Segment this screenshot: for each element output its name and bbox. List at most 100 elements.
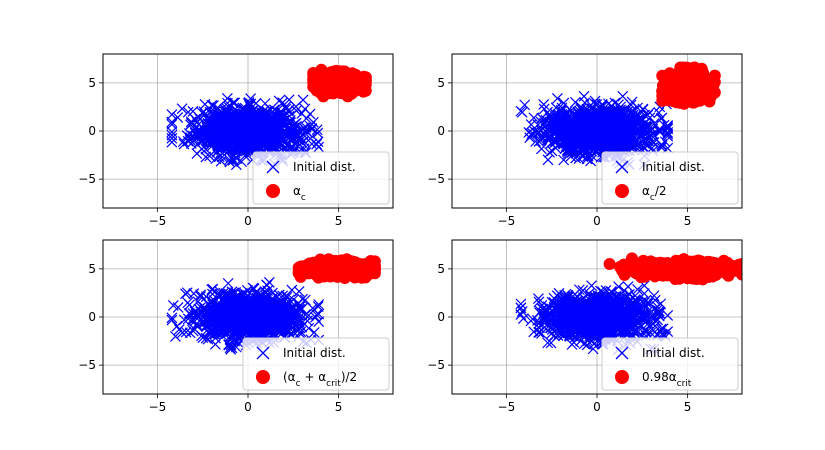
data-point bbox=[244, 121, 256, 133]
data-point bbox=[245, 299, 257, 311]
data-point bbox=[236, 304, 248, 316]
y-tick-label: −5 bbox=[427, 172, 445, 186]
data-point bbox=[627, 131, 638, 142]
data-point bbox=[176, 327, 188, 339]
data-point bbox=[608, 106, 620, 118]
data-point bbox=[230, 117, 241, 129]
data-point bbox=[303, 309, 315, 321]
data-point bbox=[528, 112, 540, 124]
data-point bbox=[206, 284, 218, 295]
legend: Initial dist.αc bbox=[252, 151, 390, 205]
data-point bbox=[582, 150, 594, 162]
data-point bbox=[290, 105, 302, 117]
data-point bbox=[307, 116, 319, 128]
x-tick-label: 5 bbox=[684, 214, 692, 228]
data-point bbox=[180, 288, 191, 300]
y-tick-label: 0 bbox=[88, 124, 96, 138]
data-point bbox=[564, 125, 575, 137]
plot-area bbox=[166, 253, 381, 355]
x-tick-label: −5 bbox=[149, 214, 167, 228]
legend: Initial dist.αc/2 bbox=[601, 151, 739, 205]
y-tick-label: 0 bbox=[437, 124, 445, 138]
data-point bbox=[654, 126, 665, 138]
data-point bbox=[247, 133, 259, 145]
data-point bbox=[262, 122, 274, 133]
data-point bbox=[166, 129, 178, 141]
data-point bbox=[602, 114, 614, 125]
data-point bbox=[171, 320, 183, 332]
data-point bbox=[206, 138, 218, 150]
data-point bbox=[274, 138, 286, 150]
data-point bbox=[233, 141, 245, 153]
data-point bbox=[297, 94, 309, 106]
data-point bbox=[166, 109, 178, 120]
data-point bbox=[304, 108, 316, 120]
data-point bbox=[166, 118, 178, 130]
data-point bbox=[210, 153, 222, 165]
data-point bbox=[221, 93, 233, 104]
data-point bbox=[542, 154, 554, 166]
data-point bbox=[530, 136, 542, 147]
data-point bbox=[285, 130, 297, 141]
data-point bbox=[240, 145, 252, 157]
data-point bbox=[219, 135, 231, 146]
series-initial-dist bbox=[166, 276, 325, 355]
data-point bbox=[245, 142, 257, 154]
data-point bbox=[218, 308, 230, 319]
data-point bbox=[573, 129, 585, 140]
data-point bbox=[606, 100, 617, 112]
data-point bbox=[207, 288, 218, 300]
data-point bbox=[218, 317, 230, 329]
data-point bbox=[205, 328, 217, 340]
data-point bbox=[599, 129, 611, 141]
x-tick-label: 5 bbox=[335, 214, 343, 228]
data-point bbox=[536, 143, 547, 155]
data-point bbox=[591, 99, 603, 110]
data-point bbox=[293, 285, 305, 297]
data-point bbox=[250, 307, 261, 319]
data-point bbox=[262, 125, 274, 137]
data-point bbox=[198, 302, 210, 314]
data-point bbox=[259, 299, 270, 311]
legend-label: Initial dist. bbox=[642, 160, 705, 174]
data-point bbox=[235, 124, 247, 136]
data-point bbox=[591, 146, 602, 158]
data-point bbox=[254, 324, 265, 335]
data-point bbox=[567, 146, 578, 158]
legend-marker-x bbox=[615, 160, 629, 174]
data-point bbox=[178, 138, 190, 150]
data-point bbox=[279, 307, 291, 319]
data-point bbox=[629, 115, 640, 127]
data-point bbox=[241, 300, 253, 312]
data-point bbox=[167, 300, 179, 311]
data-point bbox=[190, 130, 202, 142]
data-point bbox=[230, 159, 242, 171]
data-point bbox=[214, 286, 226, 298]
x-tick-label: 0 bbox=[244, 214, 252, 228]
data-point bbox=[332, 85, 345, 98]
data-point bbox=[312, 301, 324, 312]
data-point bbox=[195, 291, 207, 303]
data-point bbox=[516, 106, 528, 118]
data-point bbox=[569, 110, 581, 122]
data-point bbox=[606, 134, 617, 146]
series-final-dist bbox=[307, 63, 372, 103]
data-point bbox=[187, 325, 199, 337]
plot-area bbox=[166, 63, 372, 171]
data-point bbox=[260, 295, 272, 307]
data-point bbox=[662, 120, 674, 132]
data-point bbox=[351, 74, 364, 87]
data-point bbox=[232, 310, 244, 322]
data-point bbox=[538, 99, 550, 110]
data-point bbox=[176, 103, 188, 115]
data-point bbox=[265, 111, 277, 123]
data-point bbox=[178, 314, 190, 326]
data-point bbox=[296, 107, 308, 119]
data-point bbox=[177, 136, 189, 147]
data-point bbox=[193, 128, 205, 140]
data-point bbox=[589, 95, 601, 107]
data-point bbox=[223, 289, 234, 301]
y-tick-label: 5 bbox=[437, 76, 445, 90]
data-point bbox=[545, 137, 557, 149]
